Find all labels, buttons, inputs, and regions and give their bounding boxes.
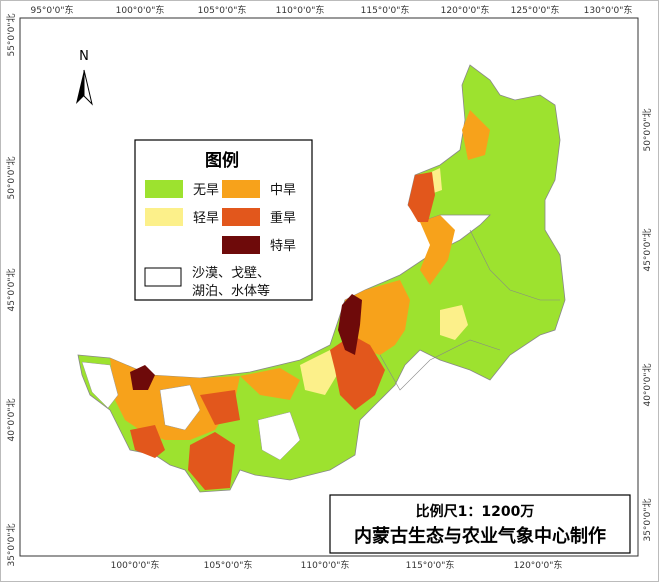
- north-arrow: N: [76, 49, 93, 106]
- desert-patch: [159, 384, 201, 431]
- region-patch: [240, 368, 300, 400]
- producer-text: 内蒙古生态与农业气象中心制作: [354, 525, 606, 547]
- region-patch: [130, 365, 155, 390]
- legend-swatch: [222, 208, 260, 226]
- legend-label: 无旱: [193, 183, 219, 198]
- legend-swatch: [145, 208, 183, 226]
- legend-label: 特旱: [270, 239, 296, 254]
- legend-swatch: [222, 180, 260, 198]
- region-patch: [188, 432, 235, 490]
- latitude-label: 40°0'0"北: [6, 398, 17, 441]
- region-patch: [200, 390, 240, 425]
- latitude-label: 50°0'0"北: [6, 156, 17, 199]
- north-label: N: [79, 49, 89, 64]
- credit-box: [329, 494, 631, 554]
- region-patch: [440, 305, 468, 340]
- region-patch: [408, 172, 435, 222]
- region-patch: [338, 294, 362, 355]
- longitude-label: 95°0'0"东: [30, 4, 73, 16]
- longitude-label: 100°0'0"东: [111, 559, 160, 571]
- latitude-label: 35°0'0"北: [6, 523, 17, 566]
- longitude-label: 105°0'0"东: [204, 559, 253, 571]
- latitude-label: 40°0'0"北: [642, 363, 653, 406]
- legend-label: 中旱: [270, 183, 296, 198]
- legend-swatch: [144, 267, 182, 287]
- latitude-label: 55°0'0"北: [6, 13, 17, 56]
- longitude-label: 125°0'0"东: [511, 4, 560, 16]
- longitude-label: 105°0'0"东: [198, 4, 247, 16]
- latitude-label: 50°0'0"北: [642, 108, 653, 151]
- longitude-label: 130°0'0"东: [584, 4, 633, 16]
- longitude-label: 120°0'0"东: [441, 4, 490, 16]
- region-patch: [330, 335, 385, 410]
- legend-title: 图例: [205, 150, 239, 171]
- region-patch: [462, 110, 490, 160]
- latitude-label: 35°0'0"北: [642, 498, 653, 541]
- region-patch: [420, 215, 455, 285]
- longitude-label: 115°0'0"东: [406, 559, 455, 571]
- boundary: [469, 229, 560, 301]
- legend-label: 轻旱: [193, 211, 219, 226]
- latitude-label: 45°0'0"北: [6, 268, 17, 311]
- region-patch: [300, 350, 340, 395]
- desert-patch: [257, 411, 301, 461]
- legend-label: 重旱: [270, 210, 296, 226]
- legend-label: 沙漠、戈壁、: [192, 266, 270, 281]
- longitude-label: 100°0'0"东: [116, 4, 165, 16]
- longitude-label: 115°0'0"东: [361, 4, 410, 16]
- desert-patch: [81, 361, 119, 409]
- latitude-label: 45°0'0"北: [642, 228, 653, 271]
- longitude-label: 110°0'0"东: [301, 559, 350, 571]
- longitude-label: 120°0'0"东: [514, 559, 563, 571]
- legend-label: 湖泊、水体等: [192, 283, 270, 299]
- scale-text: 比例尺1：1200万: [416, 503, 535, 520]
- boundary: [379, 339, 501, 391]
- legend-swatch: [145, 180, 183, 198]
- legend-swatch: [222, 236, 260, 254]
- region-patch: [345, 280, 410, 355]
- longitude-label: 110°0'0"东: [276, 4, 325, 16]
- region-patch: [130, 425, 165, 458]
